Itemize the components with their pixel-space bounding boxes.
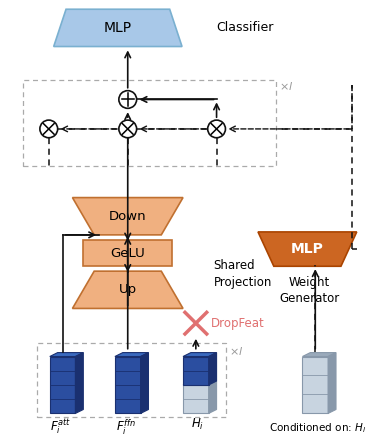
Polygon shape [258,232,357,266]
Polygon shape [183,357,209,385]
Circle shape [119,120,137,138]
Polygon shape [302,357,328,413]
Polygon shape [73,271,183,309]
Text: Conditioned on: $H_l$: Conditioned on: $H_l$ [269,421,366,435]
Text: Up: Up [119,283,137,296]
Bar [83,240,172,266]
Polygon shape [75,353,83,413]
Polygon shape [50,353,83,357]
Text: Down: Down [109,210,147,223]
Text: $F_i^{att}$: $F_i^{att}$ [50,417,71,437]
Polygon shape [50,357,75,413]
Bar [23,80,276,166]
Text: $\times l$: $\times l$ [230,345,244,357]
Polygon shape [209,381,217,413]
Text: $H_i$: $H_i$ [191,417,204,432]
Circle shape [40,120,58,138]
Text: MLP: MLP [104,21,132,35]
Circle shape [208,120,225,138]
Circle shape [119,91,137,108]
Polygon shape [209,353,217,385]
Text: GeLU: GeLU [110,247,145,259]
Text: $F_i^{ffn}$: $F_i^{ffn}$ [116,417,136,437]
Bar [37,343,226,417]
Polygon shape [141,353,149,413]
Polygon shape [183,385,209,413]
Polygon shape [302,353,336,357]
Polygon shape [54,9,182,46]
Polygon shape [115,357,141,413]
Polygon shape [328,353,336,413]
Text: MLP: MLP [291,242,324,256]
Text: Shared
Projection: Shared Projection [214,259,272,289]
Text: $\times l$: $\times l$ [279,80,293,92]
Polygon shape [183,353,217,357]
Text: DropFeat: DropFeat [211,316,264,330]
Text: Weight
Generator: Weight Generator [279,276,339,305]
Polygon shape [183,381,217,385]
Polygon shape [73,198,183,235]
Polygon shape [115,353,149,357]
Text: Classifier: Classifier [217,21,274,34]
